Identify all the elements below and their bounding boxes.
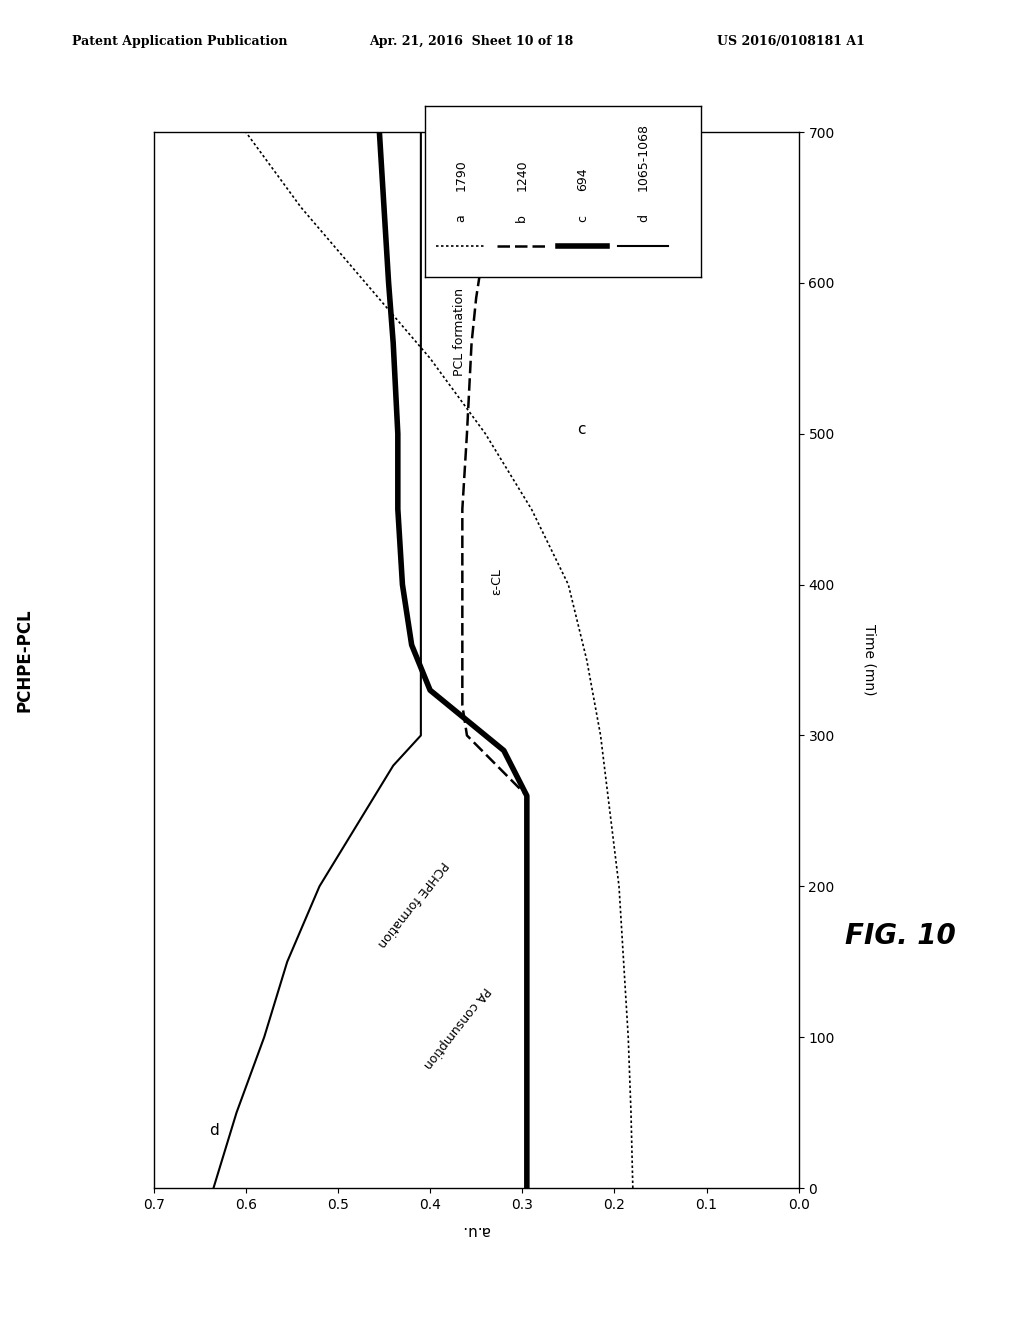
Text: d: d xyxy=(637,214,650,222)
Text: PCHPE formation: PCHPE formation xyxy=(375,858,451,949)
Text: Apr. 21, 2016  Sheet 10 of 18: Apr. 21, 2016 Sheet 10 of 18 xyxy=(369,34,572,48)
Text: PCL formation: PCL formation xyxy=(453,288,466,376)
Text: b: b xyxy=(458,165,468,181)
Text: PA consumption: PA consumption xyxy=(421,983,493,1071)
Text: 694: 694 xyxy=(577,168,589,191)
Text: b: b xyxy=(515,214,528,222)
Text: a: a xyxy=(455,215,467,222)
Text: FIG. 10: FIG. 10 xyxy=(845,921,955,950)
Text: a: a xyxy=(587,240,596,256)
Text: 1790: 1790 xyxy=(455,160,467,191)
Text: d: d xyxy=(209,1123,219,1138)
X-axis label: a.u.: a.u. xyxy=(462,1222,490,1238)
Text: 1240: 1240 xyxy=(515,160,528,191)
Text: ε-CL: ε-CL xyxy=(489,568,503,595)
Text: c: c xyxy=(578,421,586,437)
Text: US 2016/0108181 A1: US 2016/0108181 A1 xyxy=(717,34,864,48)
Text: 1065-1068: 1065-1068 xyxy=(637,123,650,191)
Text: Patent Application Publication: Patent Application Publication xyxy=(72,34,287,48)
Y-axis label: Time (mn): Time (mn) xyxy=(862,624,877,696)
Text: c: c xyxy=(577,215,589,222)
Text: PCHPE-PCL: PCHPE-PCL xyxy=(15,609,34,711)
